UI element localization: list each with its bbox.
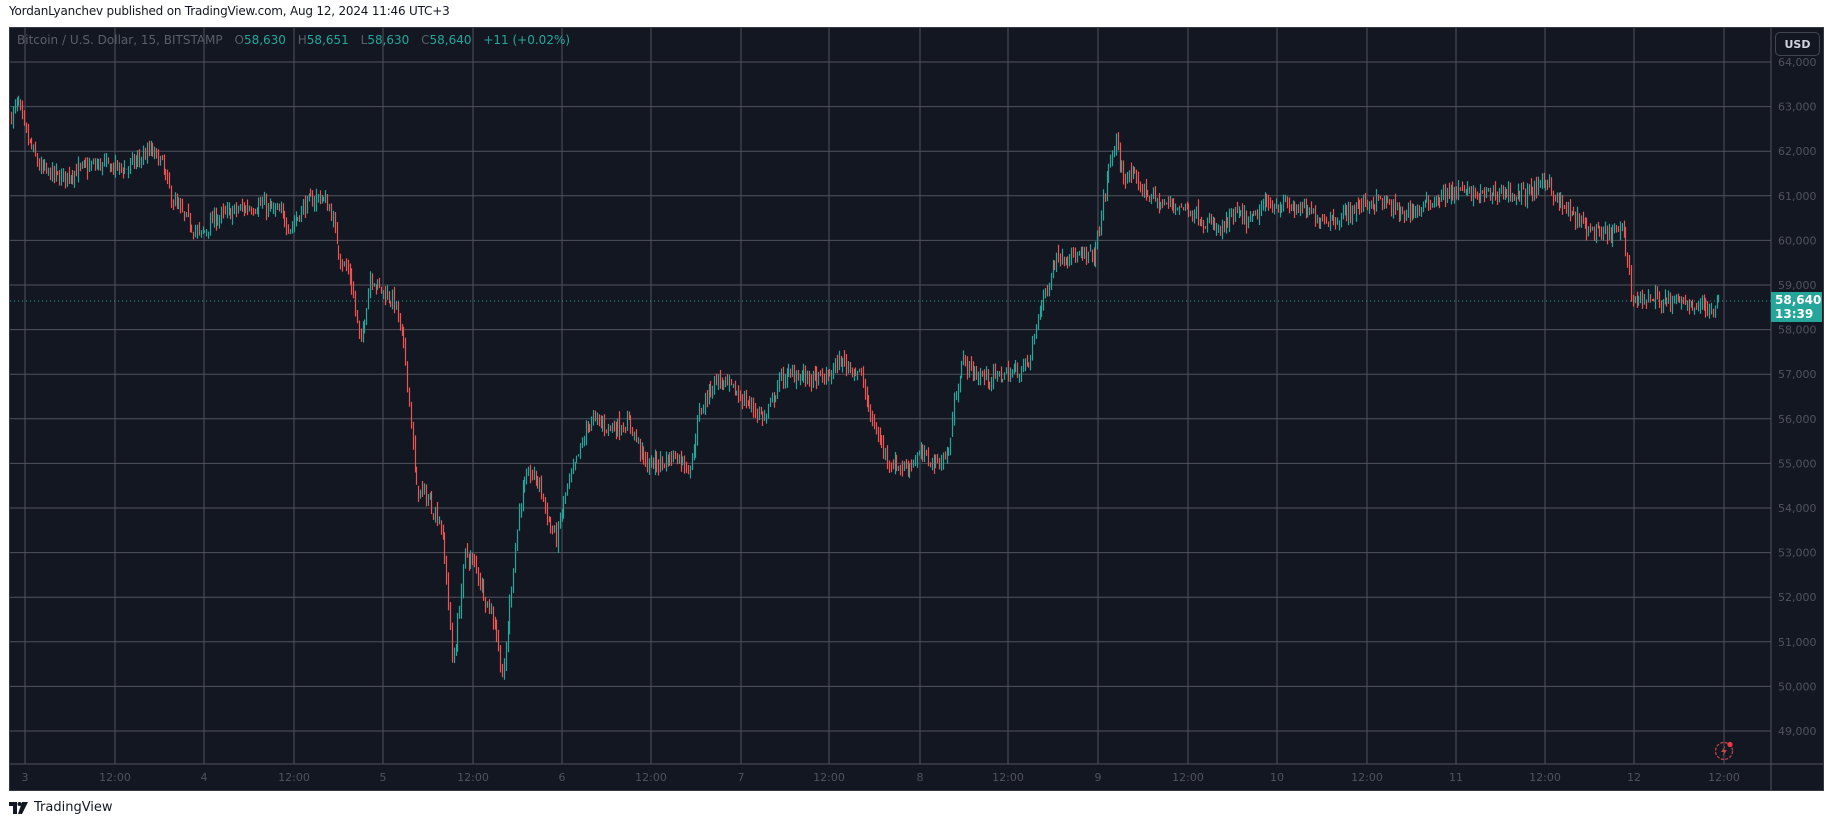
y-axis-label: 56,000 — [1778, 413, 1817, 426]
x-axis-label: 12:00 — [1351, 771, 1383, 784]
y-axis-label: 58,000 — [1778, 324, 1817, 337]
tradingview-footer[interactable]: TradingView — [9, 800, 113, 815]
open-label: O — [234, 33, 244, 47]
y-axis-label: 50,000 — [1778, 680, 1817, 693]
x-axis-label: 10 — [1270, 771, 1284, 784]
currency-button[interactable]: USD — [1775, 32, 1820, 56]
x-axis-label: 4 — [201, 771, 208, 784]
y-axis-label: 51,000 — [1778, 636, 1817, 649]
x-axis-label: 5 — [380, 771, 387, 784]
y-axis-label: 55,000 — [1778, 457, 1817, 470]
x-axis-label: 12:00 — [992, 771, 1024, 784]
tradingview-logo-icon — [9, 801, 28, 814]
x-axis-label: 12:00 — [278, 771, 310, 784]
lightning-bolt-icon[interactable] — [1713, 740, 1735, 762]
x-axis-label: 12:00 — [813, 771, 845, 784]
tradingview-brand: TradingView — [34, 800, 113, 815]
symbol-title[interactable]: Bitcoin / U.S. Dollar, 15, BITSTAMP — [17, 33, 223, 47]
x-axis-label: 12:00 — [1172, 771, 1204, 784]
chart-legend: Bitcoin / U.S. Dollar, 15, BITSTAMP O58,… — [17, 33, 570, 47]
low-label: L — [360, 33, 368, 47]
y-axis-label: 54,000 — [1778, 502, 1817, 515]
change-value: +11 (+0.02%) — [483, 33, 571, 47]
y-axis-label: 59,000 — [1778, 279, 1817, 292]
candles — [10, 95, 1720, 680]
y-axis-label: 64,000 — [1778, 56, 1817, 69]
x-axis-label: 3 — [22, 771, 29, 784]
x-axis-label: 12:00 — [1529, 771, 1561, 784]
y-axis-label: 49,000 — [1778, 725, 1817, 738]
x-axis-label: 12:00 — [457, 771, 489, 784]
y-axis-label: 61,000 — [1778, 190, 1817, 203]
x-axis-label: 12 — [1627, 771, 1641, 784]
y-axis-label: 63,000 — [1778, 101, 1817, 114]
high-value: 58,651 — [306, 33, 349, 47]
y-axis-label: 60,000 — [1778, 234, 1817, 247]
y-axis-label: 57,000 — [1778, 368, 1817, 381]
chart-frame[interactable] — [9, 27, 1824, 791]
y-axis-label: 62,000 — [1778, 145, 1817, 158]
close-value: 58,640 — [429, 33, 472, 47]
high-label: H — [297, 33, 307, 47]
last-price-value: 58,640 — [1775, 293, 1822, 307]
low-value: 58,630 — [367, 33, 410, 47]
y-axis-label: 53,000 — [1778, 547, 1817, 560]
x-axis-label: 12:00 — [99, 771, 131, 784]
publish-info: YordanLyanchev published on TradingView.… — [9, 4, 450, 18]
x-axis-label: 7 — [738, 771, 745, 784]
bar-countdown: 13:39 — [1775, 307, 1814, 321]
x-axis-label: 9 — [1095, 771, 1102, 784]
open-value: 58,630 — [243, 33, 286, 47]
y-axis-label: 52,000 — [1778, 591, 1817, 604]
x-axis-label: 12:00 — [1708, 771, 1740, 784]
x-axis-label: 6 — [559, 771, 566, 784]
last-price-tag: 58,640 13:39 — [1771, 292, 1822, 322]
x-axis-label: 11 — [1449, 771, 1463, 784]
close-label: C — [421, 33, 430, 47]
x-axis-label: 12:00 — [635, 771, 667, 784]
x-axis-label: 8 — [917, 771, 924, 784]
